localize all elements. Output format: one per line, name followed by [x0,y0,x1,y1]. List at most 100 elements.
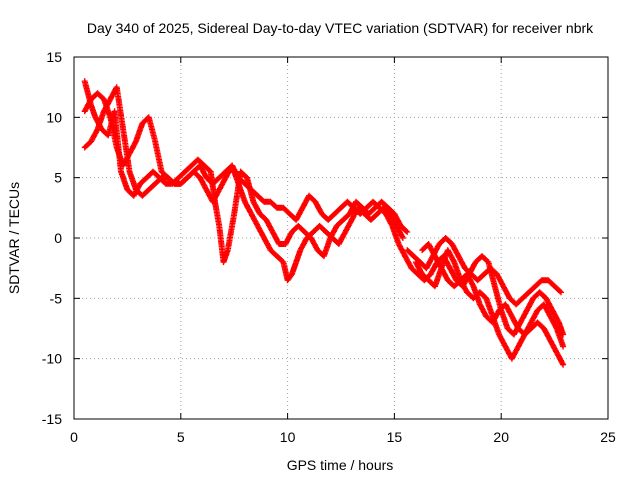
data-point [455,253,468,270]
data-point [137,175,149,187]
data-point [410,253,422,265]
data-point [543,295,555,313]
data-point [254,222,267,240]
data-point [442,235,454,246]
chart-title: Day 340 of 2025, Sidereal Day-to-day VTE… [87,20,594,36]
plot-frame [73,56,609,420]
data-point [540,301,553,319]
data-point [549,307,562,325]
data-series-track-7 [419,241,567,350]
data-point [209,175,222,187]
data-point [508,344,521,362]
data-point [560,361,567,368]
data-point [479,253,491,265]
data-point [419,271,431,283]
data-point [397,222,410,234]
data-point [261,235,273,252]
data-point [267,247,279,259]
data-point [519,290,531,302]
data-point [190,168,202,180]
data-point [107,114,120,149]
data-point [120,126,133,174]
data-point [126,168,139,192]
y-tick-label: -5 [50,290,63,306]
data-point [508,313,521,331]
data-point [152,138,165,174]
data-point [393,222,406,240]
data-point [560,343,567,350]
data-point [273,253,286,265]
data-point [177,175,190,187]
data-point [395,241,408,258]
y-tick-label: -15 [42,411,62,427]
data-point [263,216,275,234]
data-point [250,198,263,216]
data-point [547,313,559,331]
data-point [100,97,113,115]
data-point [297,236,310,254]
data-point [367,211,380,223]
data-point [201,162,213,174]
data-point [248,210,260,228]
data-point [404,247,416,259]
data-point [165,174,177,186]
data-point [412,259,425,276]
x-tick-label: 5 [177,429,185,445]
data-point [446,265,459,282]
data-point [209,188,222,205]
data-point [391,210,404,228]
data-point [235,180,248,204]
data-point [340,211,352,223]
x-tick-label: 25 [600,429,616,445]
data-point [365,205,378,217]
data-point [385,204,397,216]
data-point [295,222,307,234]
y-tick-label: 5 [54,170,62,186]
data-point [241,198,254,216]
data-point [323,229,335,240]
data-point [483,295,496,318]
x-tick-label: 20 [493,429,509,445]
data-point [545,277,557,289]
data-point [470,283,483,306]
data-point [551,283,563,295]
data-point [423,254,436,272]
data-series-track-4 [404,235,564,308]
x-tick-label: 10 [280,429,296,445]
data-point [540,325,553,343]
data-point [81,139,93,151]
data-point [312,198,325,216]
data-point [342,218,354,235]
data-point [553,325,566,349]
y-tick-label: 10 [46,109,62,125]
data-point [547,337,559,355]
data-point [145,114,158,143]
data-point [355,204,367,216]
data-point [517,308,530,326]
data-point [521,320,534,338]
data-point [408,265,420,277]
data-point [425,241,438,258]
data-point [145,181,158,193]
data-point [464,271,476,288]
data-point [513,296,525,308]
data-point [558,289,564,296]
data-point [532,278,544,290]
data-point [380,204,393,216]
y-tick-label: 0 [54,230,62,246]
data-point [306,192,318,204]
data-point [132,121,145,145]
data-point [489,308,502,326]
data-point [81,97,94,115]
data-point [248,186,260,198]
data-point [451,278,463,290]
data-point [493,271,506,288]
data-point [399,235,406,241]
data-point [280,204,292,216]
data-point [113,84,126,131]
data-point [152,175,164,187]
data-point [216,169,228,181]
data-point [303,230,316,241]
data-point [229,162,241,186]
data-point [344,198,356,210]
